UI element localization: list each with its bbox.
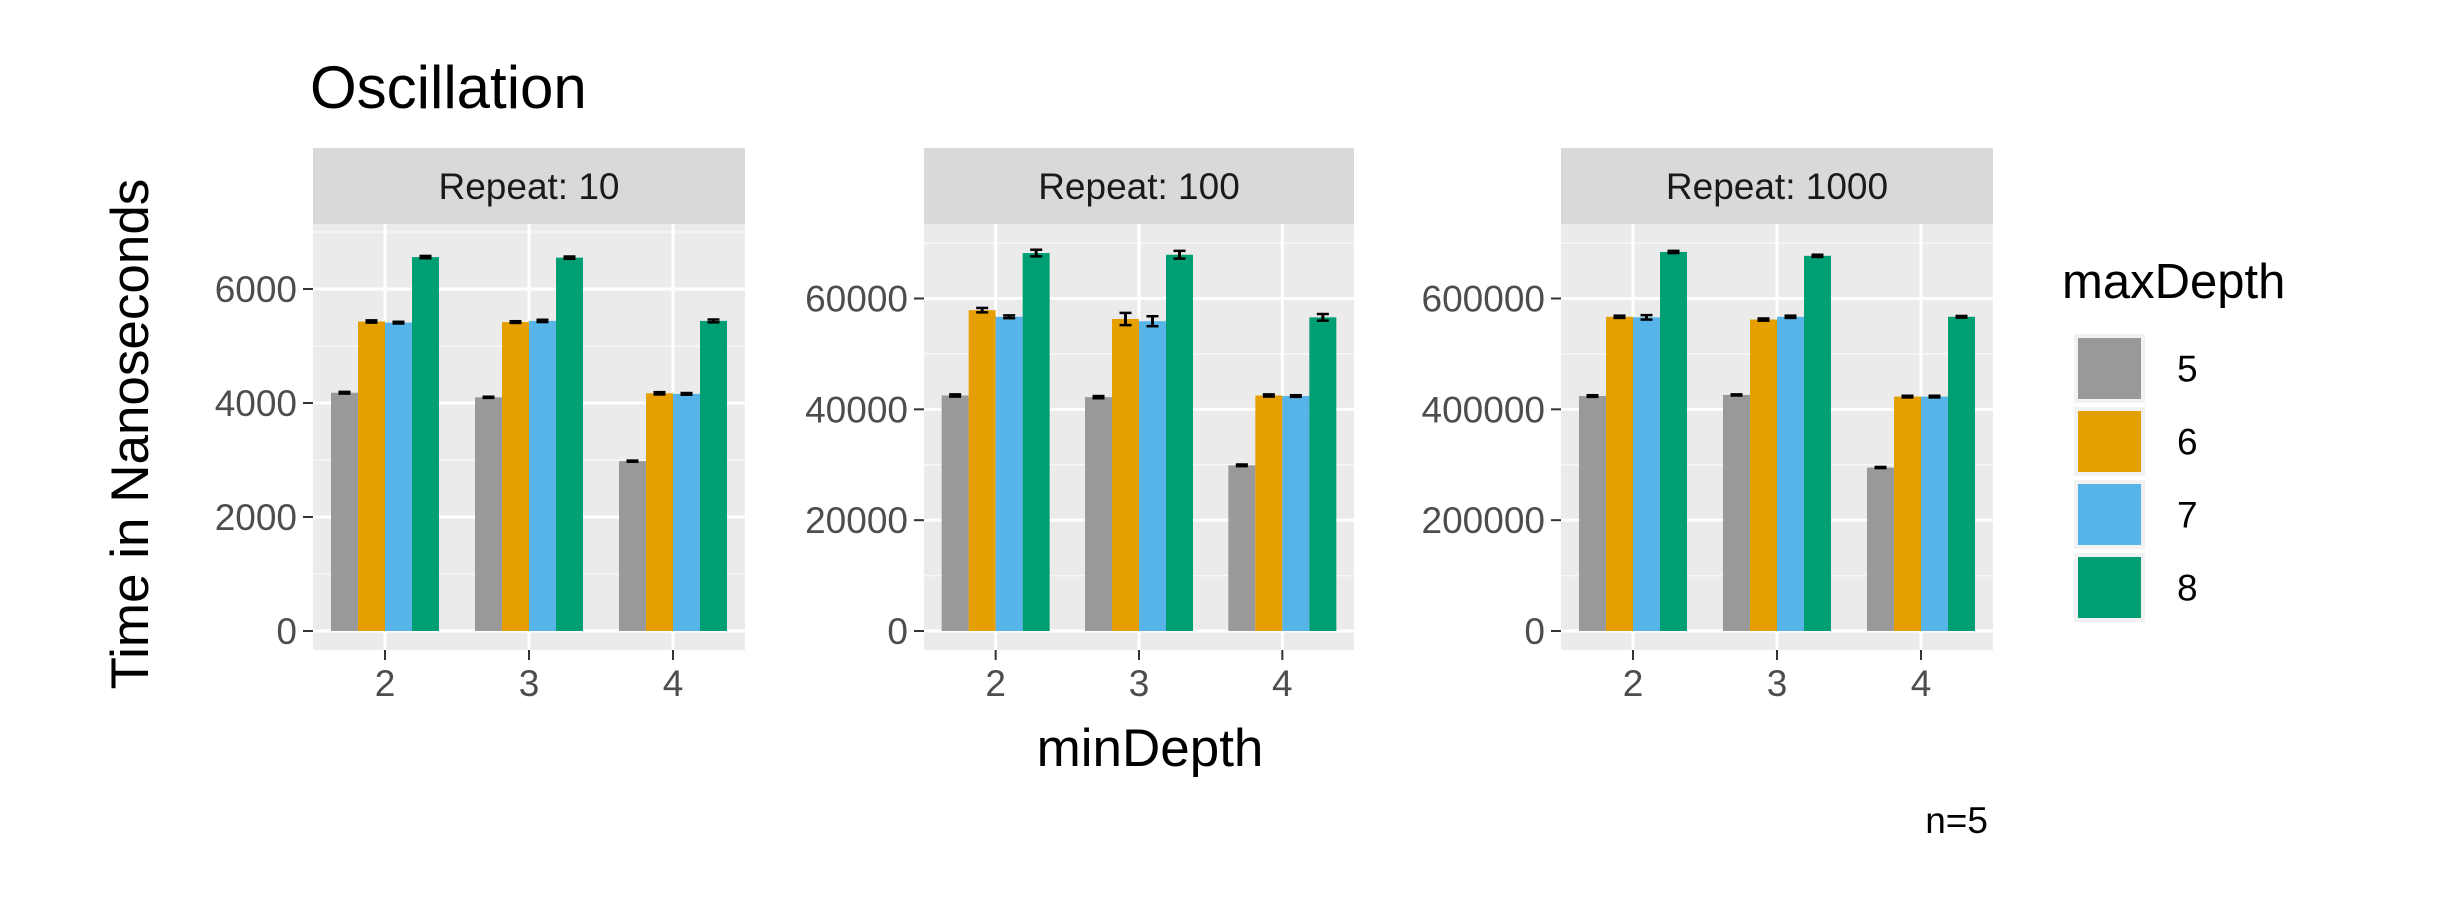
bar-maxdepth-6-mindepth-4 [646, 393, 673, 631]
legend-key-swatch-7 [2078, 484, 2141, 545]
legend-key-swatch-5 [2078, 338, 2141, 399]
bar-maxdepth-7-mindepth-2 [385, 322, 412, 631]
facet-strip [313, 148, 745, 224]
panel-3: Repeat: 1000 0 200000 400000 600000 2 3 4 [1422, 148, 1993, 704]
bar-maxdepth-7-mindepth-2 [995, 316, 1023, 631]
y-tick-label: 20000 [805, 500, 908, 541]
x-tick-label: 3 [519, 663, 540, 704]
bar-maxdepth-6-mindepth-4 [1894, 396, 1921, 631]
bar-maxdepth-7-mindepth-4 [673, 393, 700, 631]
legend-keys: 5 6 7 8 [2074, 334, 2198, 622]
y-tick-label: 2000 [215, 497, 297, 538]
y-tick-label: 0 [1524, 611, 1545, 652]
x-tick-label: 4 [1272, 663, 1293, 704]
y-tick-label: 6000 [215, 269, 297, 310]
legend-label-6: 6 [2177, 422, 2198, 463]
legend: maxDepth 5 6 7 8 [2062, 255, 2285, 622]
bar-maxdepth-5-mindepth-4 [1867, 467, 1894, 631]
bar-maxdepth-7-mindepth-4 [1282, 396, 1310, 631]
legend-label-7: 7 [2177, 495, 2198, 536]
bar-maxdepth-8-mindepth-4 [1309, 317, 1337, 631]
bar-maxdepth-5-mindepth-3 [475, 397, 502, 631]
x-tick-label: 2 [375, 663, 396, 704]
bar-maxdepth-8-mindepth-2 [1022, 253, 1050, 631]
bar-maxdepth-8-mindepth-2 [412, 257, 439, 631]
legend-label-8: 8 [2177, 568, 2198, 609]
legend-title: maxDepth [2062, 255, 2285, 309]
bar-maxdepth-7-mindepth-4 [1921, 396, 1948, 631]
y-tick-label: 400000 [1422, 389, 1545, 430]
y-tick-label: 200000 [1422, 500, 1545, 541]
bar-maxdepth-5-mindepth-3 [1085, 397, 1112, 631]
x-axis-title: minDepth [1037, 719, 1264, 778]
x-tick-label: 2 [1623, 663, 1644, 704]
legend-label-5: 5 [2177, 349, 2198, 390]
x-tick-label: 4 [1911, 663, 1932, 704]
y-tick-label: 4000 [215, 383, 297, 424]
panel-2: Repeat: 100 0 20000 40000 60000 2 3 4 [805, 148, 1354, 704]
facet-strip [1561, 148, 1993, 224]
bar-maxdepth-5-mindepth-3 [1723, 394, 1750, 631]
x-tick-label: 3 [1767, 663, 1788, 704]
bar-maxdepth-8-mindepth-2 [1660, 251, 1687, 631]
bar-maxdepth-8-mindepth-3 [1166, 254, 1193, 632]
bar-maxdepth-6-mindepth-3 [502, 322, 529, 631]
bar-maxdepth-5-mindepth-2 [1579, 396, 1606, 631]
bar-maxdepth-5-mindepth-2 [941, 395, 969, 631]
bar-maxdepth-8-mindepth-4 [700, 320, 727, 631]
facet-strip-label: Repeat: 10 [438, 166, 619, 207]
facet-strip-label: Repeat: 100 [1038, 166, 1240, 207]
y-tick-label: 40000 [805, 389, 908, 430]
y-tick-label: 0 [887, 611, 908, 652]
bar-maxdepth-8-mindepth-4 [1948, 316, 1975, 631]
bar-maxdepth-6-mindepth-4 [1255, 395, 1283, 631]
y-tick-label: 60000 [805, 279, 908, 320]
chart-title: Oscillation [310, 54, 587, 121]
bar-maxdepth-7-mindepth-3 [1777, 316, 1804, 631]
y-axis-title: Time in Nanoseconds [101, 179, 160, 690]
legend-key-swatch-8 [2078, 557, 2141, 618]
facet-strip [924, 148, 1354, 224]
bar-maxdepth-7-mindepth-3 [529, 320, 556, 631]
bar-maxdepth-6-mindepth-3 [1750, 319, 1777, 631]
y-tick-label: 0 [276, 611, 297, 652]
bar-maxdepth-7-mindepth-2 [1633, 317, 1660, 631]
x-tick-label: 3 [1129, 663, 1150, 704]
caption-sample-size: n=5 [1925, 800, 1988, 841]
bar-maxdepth-6-mindepth-2 [968, 310, 996, 631]
bar-maxdepth-6-mindepth-2 [358, 321, 385, 631]
bar-maxdepth-5-mindepth-4 [619, 461, 646, 631]
legend-key-swatch-6 [2078, 411, 2141, 472]
x-tick-label: 4 [663, 663, 684, 704]
bar-maxdepth-6-mindepth-2 [1606, 316, 1633, 631]
bar-maxdepth-8-mindepth-3 [556, 257, 583, 631]
bar-maxdepth-5-mindepth-2 [331, 392, 358, 631]
bar-maxdepth-8-mindepth-3 [1804, 255, 1831, 631]
bar-maxdepth-5-mindepth-4 [1228, 465, 1256, 631]
panel-1: Repeat: 10 0 2000 4000 6000 2 3 4 [215, 148, 745, 704]
y-tick-label: 600000 [1422, 279, 1545, 320]
x-tick-label: 2 [985, 663, 1006, 704]
bar-maxdepth-6-mindepth-3 [1112, 319, 1139, 631]
facet-strip-label: Repeat: 1000 [1666, 166, 1888, 207]
bar-maxdepth-7-mindepth-3 [1139, 321, 1166, 631]
